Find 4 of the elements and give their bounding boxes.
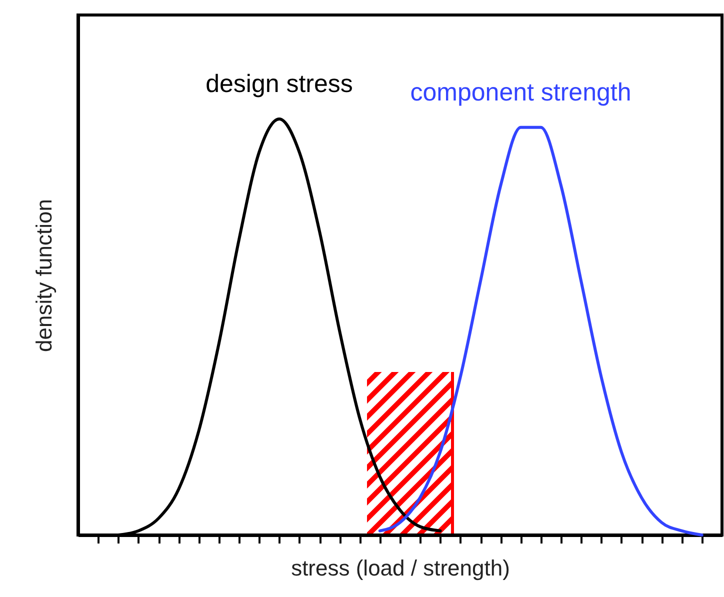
series-label: component strength — [410, 78, 632, 106]
y-axis-title: density function — [32, 199, 56, 352]
x-axis-title: stress (load / strength) — [291, 556, 510, 580]
series-label: design stress — [206, 70, 353, 98]
